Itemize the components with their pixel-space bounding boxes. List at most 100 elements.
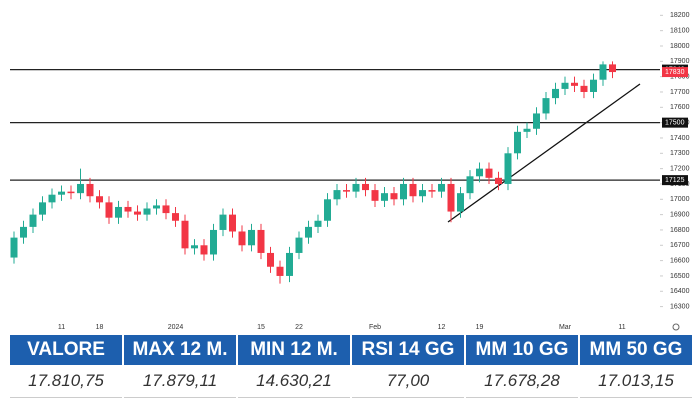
candle-body: [476, 168, 483, 177]
level-tag: [662, 117, 688, 128]
y-tick-label: 17700: [670, 89, 690, 96]
candle-body: [10, 237, 18, 258]
candle-body: [590, 79, 597, 92]
candle-body: [96, 196, 103, 203]
candle-body: [333, 190, 341, 200]
candle-body: [48, 194, 56, 203]
candle-body: [20, 226, 27, 238]
level-tag: [662, 175, 688, 186]
candle-body: [210, 229, 217, 255]
table-header: RSI 14 GG: [352, 335, 464, 365]
candle-body: [39, 202, 46, 215]
table-cell: 17.013,15: [580, 365, 692, 398]
y-tick-label: 18100: [670, 28, 690, 35]
x-tick-label: 15: [257, 324, 265, 331]
candle-body: [362, 183, 369, 191]
candle-body: [200, 245, 208, 255]
y-tick-label: 17400: [670, 135, 690, 142]
candle-body: [105, 202, 113, 218]
candle-body: [134, 211, 141, 215]
candle-body: [609, 64, 616, 73]
candle-body: [580, 85, 588, 92]
last-price-tag: [662, 67, 688, 78]
candle-body: [428, 190, 436, 192]
y-tick-label: 17600: [670, 104, 690, 111]
stats-table: VALORE MAX 12 M. MIN 12 M. RSI 14 GG MM 10 G…: [10, 335, 692, 398]
settings-icon[interactable]: [672, 323, 680, 331]
candle-body: [295, 237, 303, 253]
candle-body: [286, 252, 293, 276]
y-tick-label: 16700: [670, 242, 690, 249]
x-tick-label: 18: [96, 324, 104, 331]
table-cell: 17.678,28: [466, 365, 578, 398]
candle-body: [191, 245, 198, 249]
last-price-label: 17830: [665, 69, 685, 76]
candle-body: [248, 229, 255, 246]
candle-body: [77, 183, 84, 194]
x-tick-label: 12: [438, 324, 446, 331]
x-tick-label: 2024: [168, 324, 184, 331]
candle-body: [371, 190, 379, 201]
candle-body: [143, 208, 151, 215]
candle-body: [238, 231, 246, 246]
candle-body: [343, 190, 350, 192]
candle-body: [124, 206, 132, 212]
y-tick-label: 16800: [670, 227, 690, 234]
candle-body: [514, 131, 521, 154]
y-tick-label: 18000: [670, 43, 690, 50]
candle-body: [390, 193, 398, 200]
candle-body: [400, 183, 407, 200]
x-tick-label: 11: [618, 324, 625, 331]
y-tick-label: 16300: [670, 303, 690, 310]
y-tick-label: 16400: [670, 288, 690, 295]
candle-body: [67, 191, 75, 194]
candle-body: [352, 183, 360, 192]
candle-body: [305, 226, 312, 238]
candle-body: [162, 205, 170, 214]
candle-body: [86, 183, 94, 197]
candle-body: [115, 206, 122, 218]
candle-body: [542, 98, 550, 114]
candle-body: [599, 64, 607, 80]
candle-body: [571, 82, 578, 86]
table-header: MM 10 GG: [466, 335, 578, 365]
candle-body: [29, 214, 37, 227]
candle-body: [381, 193, 388, 201]
x-tick-label: Feb: [369, 324, 381, 331]
candle-body: [324, 199, 331, 221]
candle-body: [523, 128, 531, 132]
y-tick-label: 16600: [670, 257, 690, 264]
candle-body: [219, 214, 227, 230]
y-tick-label: 17200: [670, 165, 690, 172]
candle-body: [172, 213, 179, 221]
candle-body: [267, 252, 274, 267]
y-tick-label: 17000: [670, 196, 690, 203]
candle-body: [153, 205, 160, 209]
candle-body: [495, 177, 502, 184]
candle-body: [561, 82, 569, 89]
candle-body: [229, 214, 236, 232]
y-tick-label: 17900: [670, 58, 690, 65]
x-tick-label: 11: [58, 324, 65, 331]
table-header: MIN 12 M.: [238, 335, 350, 365]
candle-body: [276, 266, 284, 276]
y-tick-label: 16500: [670, 273, 690, 280]
table-header: MAX 12 M.: [124, 335, 236, 365]
candle-body: [533, 113, 540, 129]
x-tick-label: 22: [295, 324, 303, 331]
candle-body: [438, 183, 445, 192]
table-cell: 14.630,21: [238, 365, 350, 398]
table-header: MM 50 GG: [580, 335, 692, 365]
x-tick-label: 19: [476, 324, 484, 331]
candle-body: [419, 190, 426, 197]
level-label: 17500: [665, 119, 685, 126]
y-tick-label: 17300: [670, 150, 690, 157]
candle-body: [504, 153, 512, 184]
table-cell: 17.879,11: [124, 365, 236, 398]
y-tick-label: 16900: [670, 211, 690, 218]
table-cell: 77,00: [352, 365, 464, 398]
level-label: 17125: [665, 177, 685, 184]
candle-body: [181, 220, 189, 249]
candle-body: [409, 183, 417, 197]
